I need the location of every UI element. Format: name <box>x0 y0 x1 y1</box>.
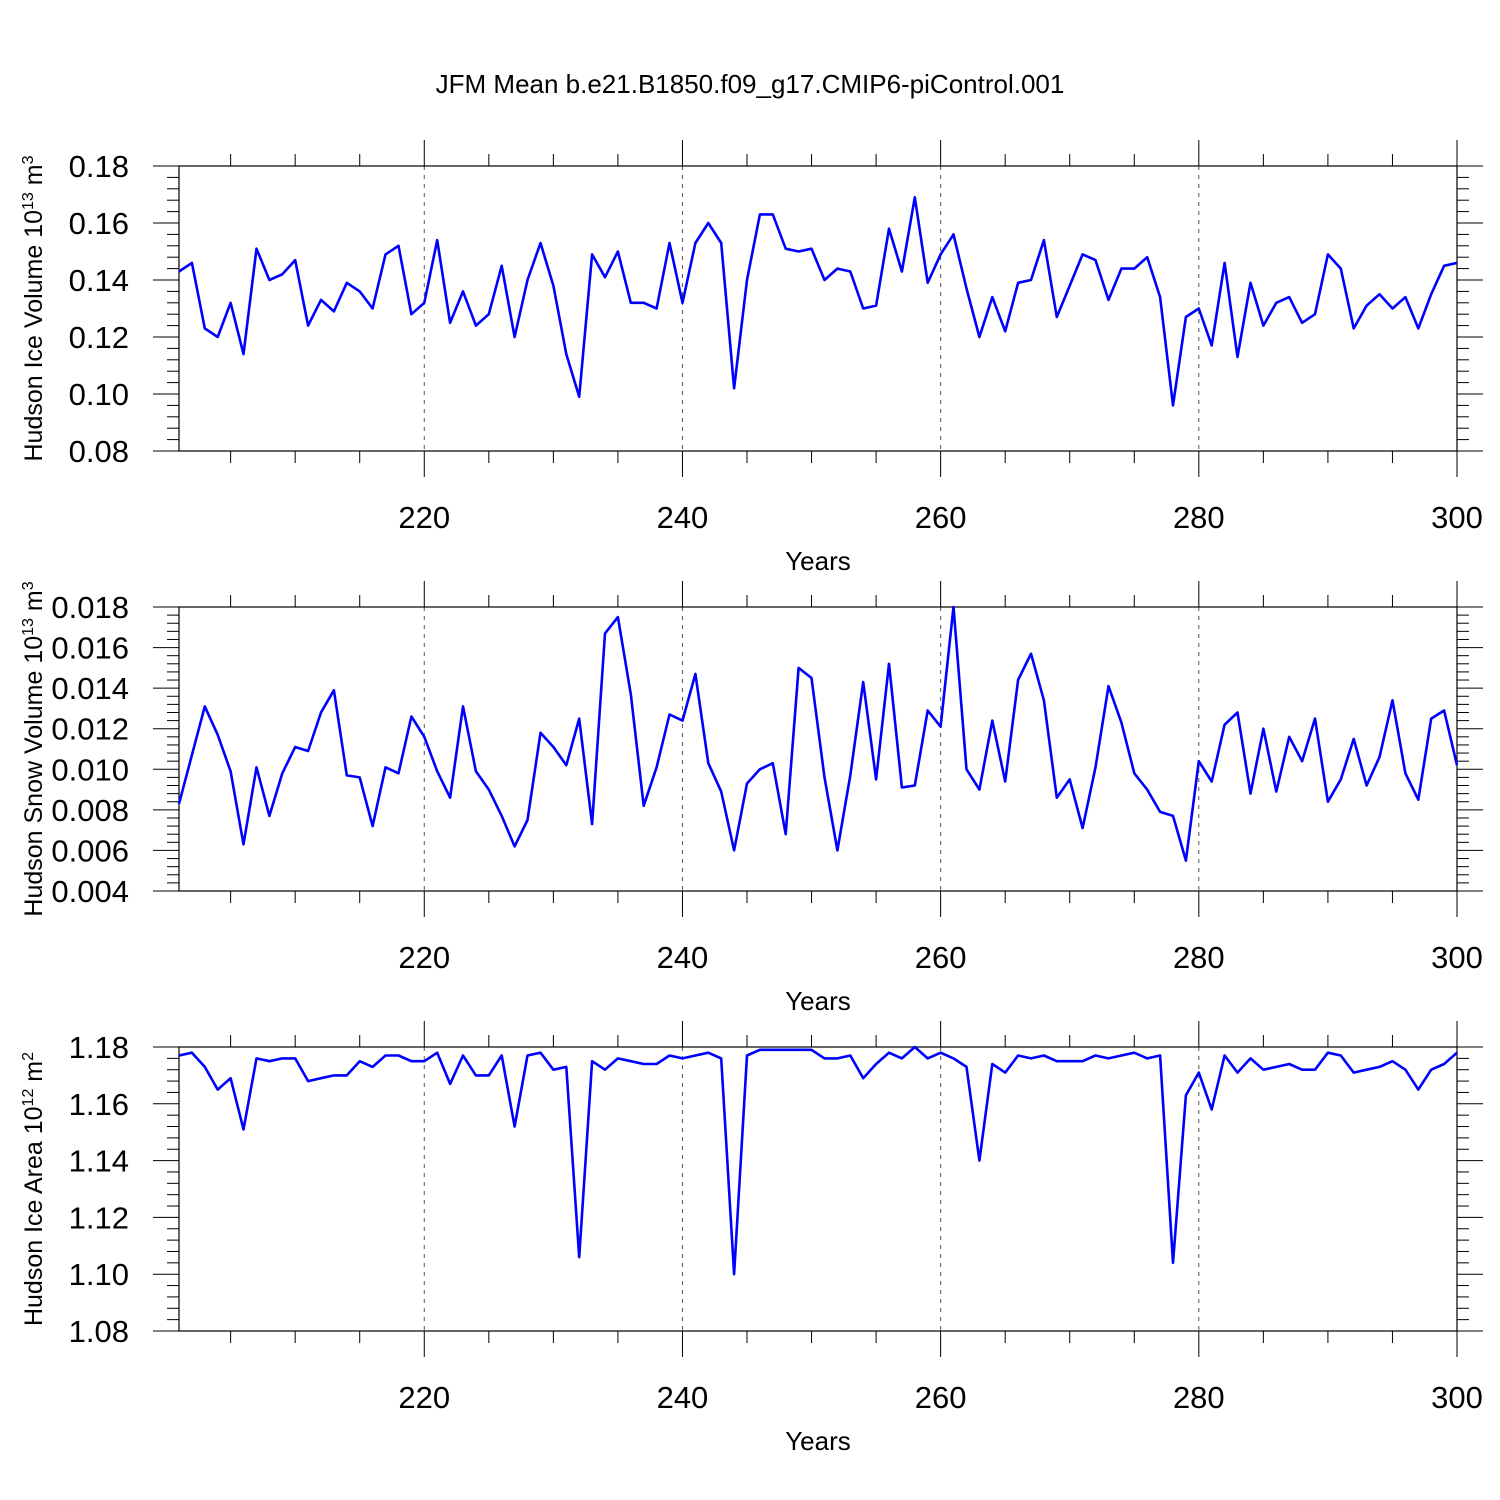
plot-frame <box>178 606 1458 892</box>
x-tick-label: 220 <box>398 1380 450 1415</box>
y-tick-label: 0.10 <box>69 377 129 412</box>
y-axis-label-superscript: 13 <box>20 192 37 210</box>
y-axis-label-superscript: 2 <box>20 1052 37 1061</box>
y-axis-label-superscript: 3 <box>20 581 37 590</box>
chart-panel-1: 220 240 260 280 300 0.08 0.10 0.12 0.14 0.16 0.18 Y… <box>20 140 1483 576</box>
chart-panel-2: 220 240 260 280 300 0.004 0.006 0.008 0.010 0.012… <box>20 581 1483 1016</box>
y-tick-label: 0.12 <box>69 320 129 355</box>
x-tick-label: 300 <box>1431 940 1483 975</box>
x-tick-label: 280 <box>1173 1380 1225 1415</box>
y-tick-label: 0.006 <box>51 833 129 868</box>
y-axis-label-part: Hudson Ice Volume 10 <box>20 210 48 462</box>
y-axis-label-part: m <box>20 164 48 192</box>
x-axis-label: Years <box>785 986 851 1016</box>
y-tick-label: 0.008 <box>51 793 129 828</box>
y-tick-label: 0.014 <box>51 671 129 706</box>
x-tick-label: 240 <box>657 1380 709 1415</box>
data-series-line <box>178 196 1458 407</box>
y-tick-label: 1.16 <box>69 1087 129 1122</box>
y-tick-label: 1.14 <box>69 1144 129 1179</box>
y-tick-label: 0.010 <box>51 752 129 787</box>
y-tick-label: 1.12 <box>69 1200 129 1235</box>
y-tick-label: 0.18 <box>69 149 129 184</box>
x-tick-label: 220 <box>398 500 450 535</box>
y-axis-label-part: m <box>20 590 48 618</box>
x-tick-label: 240 <box>657 940 709 975</box>
x-tick-label: 280 <box>1173 500 1225 535</box>
y-tick-label: 0.012 <box>51 712 129 747</box>
x-tick-label: 240 <box>657 500 709 535</box>
y-tick-label: 1.18 <box>69 1030 129 1065</box>
x-tick-label: 260 <box>915 1380 967 1415</box>
y-axis-label-part: m <box>20 1061 48 1089</box>
y-axis-label-superscript: 13 <box>20 618 37 636</box>
x-tick-label: 220 <box>398 940 450 975</box>
plot-frame <box>178 1046 1458 1332</box>
y-tick-label: 0.14 <box>69 263 129 298</box>
y-tick-label: 0.018 <box>51 590 129 625</box>
chart-panel-3: 220 240 260 280 300 1.08 1.10 1.12 1.14 1.16 1.18 Y… <box>20 1021 1483 1456</box>
y-tick-label: 0.004 <box>51 874 129 909</box>
y-tick-label: 0.16 <box>69 206 129 241</box>
y-axis-label-part: Hudson Ice Area 10 <box>20 1106 48 1326</box>
y-axis-label: Hudson Ice Area 1012 m2 <box>20 1052 48 1326</box>
data-series-line <box>177 605 1459 862</box>
x-tick-label: 300 <box>1431 1380 1483 1415</box>
y-axis-label: Hudson Snow Volume 1013 m3 <box>20 581 48 916</box>
y-tick-label: 1.10 <box>69 1257 129 1292</box>
x-tick-label: 260 <box>915 500 967 535</box>
x-tick-label: 300 <box>1431 500 1483 535</box>
data-series-line <box>178 1045 1458 1276</box>
y-axis-label: Hudson Ice Volume 1013 m3 <box>20 155 48 461</box>
y-tick-label: 0.016 <box>51 631 129 666</box>
y-tick-label: 0.08 <box>69 434 129 469</box>
y-axis-label-part: Hudson Snow Volume 10 <box>20 636 48 917</box>
chart-title: JFM Mean b.e21.B1850.f09_g17.CMIP6-piCon… <box>436 69 1065 99</box>
x-tick-label: 280 <box>1173 940 1225 975</box>
y-axis-label-superscript: 12 <box>20 1089 37 1107</box>
x-axis-label: Years <box>785 546 851 576</box>
y-tick-label: 1.08 <box>69 1314 129 1349</box>
x-tick-label: 260 <box>915 940 967 975</box>
plot-frame <box>178 165 1458 452</box>
y-axis-label-superscript: 3 <box>20 155 37 164</box>
x-axis-label: Years <box>785 1426 851 1456</box>
